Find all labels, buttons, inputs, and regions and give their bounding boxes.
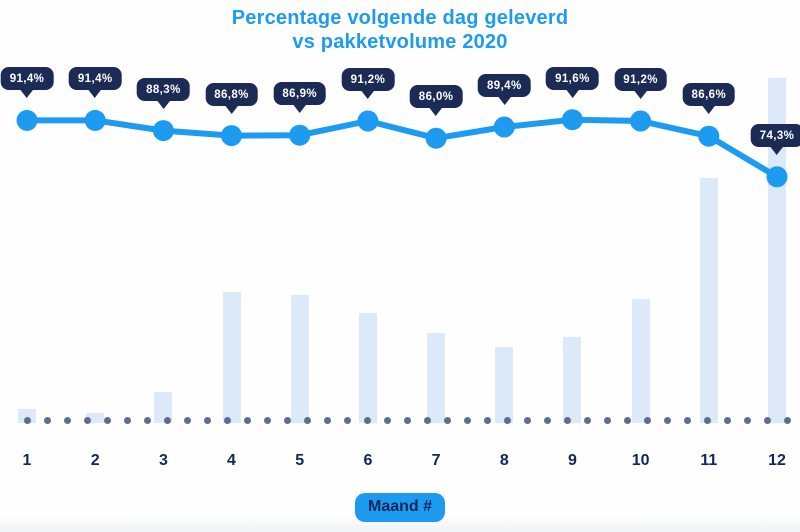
volume-bar-month-10 (631, 298, 650, 423)
baseline-dot (163, 416, 171, 424)
baseline-dot (303, 416, 311, 424)
x-axis-label-month-6: 6 (363, 452, 373, 469)
data-point-marker-month-8 (493, 116, 515, 138)
volume-bar-month-11 (699, 178, 718, 423)
baseline-dot (743, 416, 751, 424)
x-axis-label-month-5: 5 (295, 452, 305, 469)
volume-bar-month-4 (222, 291, 241, 423)
baseline-dot (363, 416, 371, 424)
value-tooltip-month-7: 86,0% (409, 85, 463, 109)
value-tooltip-month-1: 91,4% (0, 67, 54, 91)
x-axis-label-month-1: 1 (22, 452, 32, 469)
baseline-dot (243, 416, 251, 424)
baseline-dot (463, 416, 471, 424)
volume-bar-month-8 (495, 347, 514, 423)
data-point-marker-month-1 (16, 109, 38, 131)
baseline-dot (623, 416, 631, 424)
x-axis-label-month-12: 12 (768, 452, 786, 469)
baseline-dot (283, 416, 291, 424)
value-tooltip-month-4: 86,8% (205, 82, 258, 106)
value-tooltip-month-6: 91,2% (341, 68, 395, 91)
chart-title-line1: Percentage volgende dag geleverd (231, 7, 569, 29)
baseline-dot (263, 416, 271, 424)
x-axis-label-month-11: 11 (700, 452, 718, 469)
value-tooltip-month-5: 86,9% (273, 82, 326, 106)
baseline-dot (543, 416, 551, 424)
baseline-dot (523, 416, 531, 424)
volume-bar-month-3 (154, 391, 173, 423)
data-point-marker-month-5 (289, 124, 311, 146)
baseline-dot (723, 416, 731, 424)
x-axis-title-badge: Maand # (354, 493, 446, 522)
value-tooltip-month-3: 88,3% (137, 77, 190, 101)
data-point-marker-month-2 (84, 109, 106, 131)
baseline-dot (483, 416, 491, 424)
chart-title: Percentage volgende dag geleverd vs pakk… (0, 6, 800, 54)
baseline-dot (683, 416, 691, 424)
data-point-marker-month-7 (425, 127, 447, 149)
baseline-dot (503, 416, 511, 424)
volume-bar-month-2 (86, 412, 105, 423)
value-tooltip-month-9: 91,6% (546, 66, 599, 90)
baseline-dot (383, 416, 391, 424)
volume-bar-month-7 (427, 333, 446, 423)
data-point-marker-month-10 (630, 110, 652, 132)
data-point-marker-month-6 (357, 110, 379, 132)
baseline-dot (223, 416, 231, 424)
bottom-fade (0, 516, 800, 532)
volume-bar-month-5 (290, 295, 309, 423)
baseline-dot (443, 416, 451, 424)
x-axis-label-month-2: 2 (90, 452, 100, 469)
data-point-marker-month-11 (698, 125, 720, 147)
baseline-dot (203, 416, 211, 424)
baseline-dot (783, 416, 791, 424)
data-point-marker-month-4 (221, 125, 242, 147)
x-axis-label-month-9: 9 (567, 452, 577, 469)
volume-bar-month-6 (358, 312, 377, 423)
baseline-dot (563, 416, 571, 424)
x-axis-label-month-8: 8 (499, 452, 509, 469)
x-axis-label-month-3: 3 (158, 452, 168, 469)
baseline-dot (103, 416, 111, 424)
baseline-dot (323, 416, 331, 424)
percentage-line (24, 116, 780, 180)
baseline-dot (663, 416, 671, 424)
baseline-dot (343, 416, 351, 424)
value-tooltip-month-2: 91,4% (68, 67, 122, 91)
baseline-dot (123, 416, 131, 424)
baseline-dot (143, 416, 151, 424)
baseline-dot (763, 416, 771, 424)
baseline-dot (403, 416, 411, 424)
baseline-dot (603, 416, 611, 424)
baseline-dot (43, 416, 51, 424)
value-tooltip-month-10: 91,2% (614, 68, 667, 91)
value-tooltip-month-12: 74,3% (750, 123, 800, 147)
baseline-dot (643, 416, 651, 424)
data-point-marker-month-9 (561, 109, 583, 131)
baseline-dot (83, 416, 91, 424)
baseline-dot (423, 416, 431, 424)
volume-bar-month-9 (563, 336, 582, 424)
x-axis-label-month-10: 10 (631, 452, 650, 469)
volume-bar-month-1 (18, 409, 36, 423)
x-axis-label-month-4: 4 (227, 452, 236, 469)
baseline-dot (703, 416, 711, 424)
value-tooltip-month-11: 86,6% (682, 83, 736, 107)
baseline-dot (583, 416, 591, 424)
baseline-dot (183, 416, 191, 424)
value-tooltip-month-8: 89,4% (477, 74, 531, 97)
data-point-marker-month-3 (152, 120, 174, 142)
x-axis-label-month-7: 7 (431, 452, 441, 469)
baseline-dot (63, 416, 71, 424)
chart-title-line2: vs pakketvolume 2020 (292, 31, 508, 53)
baseline-dot (23, 416, 31, 424)
